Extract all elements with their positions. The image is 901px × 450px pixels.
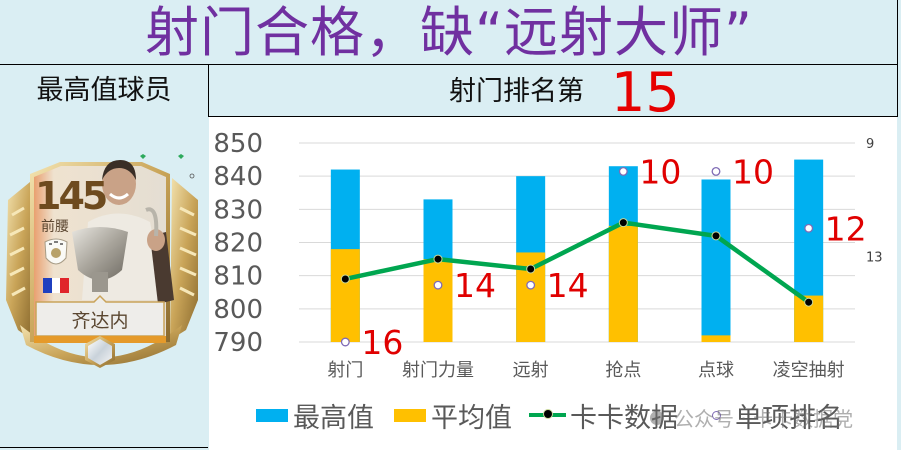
kaka-data-point <box>618 218 628 228</box>
green-heart-icon <box>140 154 146 159</box>
icon-badge-icon <box>44 238 68 265</box>
legend-label-rank: 单项排名 <box>735 402 843 434</box>
legend-line-marker-icon <box>529 410 566 418</box>
legend-item-kaka: 卡卡数据 <box>529 400 678 434</box>
bar-avg <box>701 335 731 342</box>
best-player-header: 最高值球员 <box>0 65 209 116</box>
y-axis-tick-label: 800 <box>213 295 263 325</box>
header-row: 最高值球员 射门排名第 15 <box>0 61 898 124</box>
category-label: 凌空抽射 <box>773 360 845 381</box>
legend-swatch-avg <box>394 408 426 422</box>
kaka-data-point <box>711 231 721 241</box>
kaka-data-point <box>433 254 443 264</box>
card-position: 前腰 <box>41 218 69 235</box>
rank-label: 14 <box>547 266 589 305</box>
y-axis-tick-label: 810 <box>213 262 263 292</box>
legend-item-rank: 单项排名 <box>712 400 843 434</box>
y-axis-tick-label: 840 <box>213 162 263 192</box>
card-player-name: 齐达内 <box>71 310 128 332</box>
y2-axis-tick-label: 9 <box>866 137 874 152</box>
sparkle-icon <box>189 173 195 179</box>
category-label: 射门力量 <box>402 360 474 381</box>
card-rating: 145 <box>35 174 106 218</box>
bar-avg <box>423 259 453 342</box>
y-axis-tick-label: 830 <box>213 195 263 225</box>
hexagon-gem-icon <box>85 336 115 368</box>
table-border-right <box>897 0 898 116</box>
kaka-data-point <box>526 264 536 274</box>
legend-label-kaka: 卡卡数据 <box>570 402 678 434</box>
rank-label: 14 <box>454 266 496 305</box>
legend-item-avg: 平均值 <box>394 400 512 434</box>
player-portrait <box>72 160 174 304</box>
legend-circle-marker-icon <box>712 410 721 420</box>
legend-item-max: 最高值 <box>256 400 374 434</box>
kaka-data-point <box>804 297 814 307</box>
legend-swatch-max <box>256 408 288 422</box>
rank-label: 10 <box>732 152 774 191</box>
category-label: 射门 <box>327 360 363 381</box>
y-axis-tick-label: 820 <box>213 229 263 259</box>
rank-marker <box>711 166 721 176</box>
rank-marker <box>618 166 628 176</box>
kaka-data-line <box>344 220 810 305</box>
rank-marker <box>804 223 814 233</box>
laurel-frame-icon <box>6 178 198 365</box>
bar-avg <box>330 249 360 342</box>
legend-label-avg: 平均值 <box>431 402 512 434</box>
y-axis-tick-label: 850 <box>213 129 263 159</box>
bar-max <box>701 179 731 342</box>
y2-axis-tick-label: 13 <box>866 251 883 266</box>
kaka-data-point <box>340 274 350 284</box>
legend-label-max: 最高值 <box>293 402 374 434</box>
page-title: 射门合格，缺“远射大师” <box>145 1 753 64</box>
rank-label: 12 <box>825 209 867 248</box>
player-card: 145 前腰 齐达内 <box>6 154 198 368</box>
category-label: 远射 <box>513 360 549 381</box>
rank-marker <box>433 280 443 290</box>
rank-marker <box>526 280 536 290</box>
green-heart-icon <box>178 154 184 159</box>
shooting-rank-value: 15 <box>611 61 680 124</box>
rank-marker <box>340 337 350 347</box>
shooting-rank-label: 射门排名第 <box>449 76 584 107</box>
bar-avg <box>608 225 638 342</box>
rank-label: 16 <box>361 323 403 362</box>
france-flag-icon <box>43 278 69 293</box>
category-label: 抢点 <box>605 360 641 381</box>
rank-label: 10 <box>639 152 681 191</box>
y-axis-tick-label: 790 <box>213 328 263 358</box>
category-label: 点球 <box>698 360 734 381</box>
